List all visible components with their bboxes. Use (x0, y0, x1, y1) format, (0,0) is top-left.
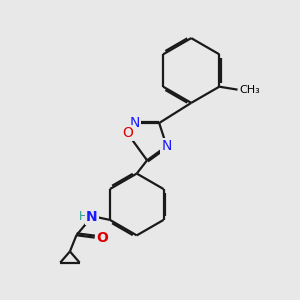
Text: O: O (122, 126, 133, 140)
Text: N: N (86, 210, 98, 224)
Text: CH₃: CH₃ (239, 85, 260, 94)
Text: O: O (96, 231, 108, 244)
Text: H: H (79, 210, 88, 223)
Text: N: N (161, 139, 172, 153)
Text: N: N (130, 116, 140, 130)
